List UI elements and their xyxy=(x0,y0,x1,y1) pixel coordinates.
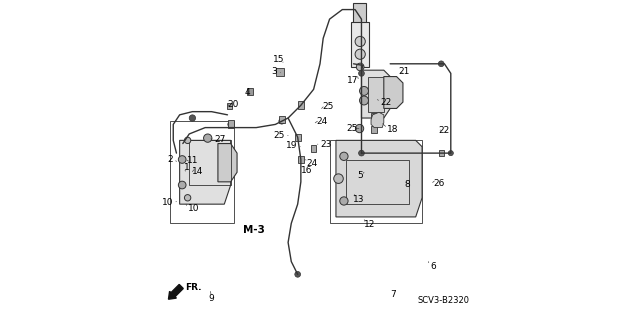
Circle shape xyxy=(295,271,301,277)
Text: 10: 10 xyxy=(188,204,199,213)
Circle shape xyxy=(356,63,364,71)
Circle shape xyxy=(360,96,369,105)
Text: 19: 19 xyxy=(285,141,297,150)
Text: 24: 24 xyxy=(307,159,318,168)
Text: 15: 15 xyxy=(273,56,284,64)
Text: 13: 13 xyxy=(353,195,364,204)
Circle shape xyxy=(355,49,365,59)
Text: 26: 26 xyxy=(433,179,445,188)
Text: 5: 5 xyxy=(357,171,363,180)
Circle shape xyxy=(333,174,343,183)
Text: 25: 25 xyxy=(346,124,358,133)
Bar xyxy=(311,145,317,152)
Text: 21: 21 xyxy=(398,67,410,76)
Bar xyxy=(346,160,410,204)
Polygon shape xyxy=(351,22,369,67)
Circle shape xyxy=(179,181,186,189)
Text: 25: 25 xyxy=(323,102,334,111)
Text: 1: 1 xyxy=(184,163,190,172)
Circle shape xyxy=(204,134,212,142)
Bar xyxy=(279,116,285,123)
Text: 6: 6 xyxy=(430,262,436,271)
Text: 7: 7 xyxy=(390,290,396,299)
Bar xyxy=(295,134,301,141)
Polygon shape xyxy=(368,77,384,112)
Polygon shape xyxy=(353,3,366,26)
Circle shape xyxy=(355,124,364,133)
Bar xyxy=(330,140,422,223)
Bar xyxy=(189,140,230,185)
Circle shape xyxy=(358,150,364,156)
Text: 22: 22 xyxy=(380,98,391,107)
Circle shape xyxy=(358,70,364,76)
Text: 12: 12 xyxy=(364,220,376,229)
Circle shape xyxy=(360,86,369,95)
Text: M-3: M-3 xyxy=(243,225,265,235)
Circle shape xyxy=(184,195,191,201)
Bar xyxy=(298,156,304,163)
Polygon shape xyxy=(180,140,230,204)
Text: 24: 24 xyxy=(317,117,328,126)
Text: 16: 16 xyxy=(301,166,312,175)
Bar xyxy=(228,120,234,128)
Circle shape xyxy=(448,151,453,156)
Text: 17: 17 xyxy=(347,76,358,85)
Text: 23: 23 xyxy=(320,140,332,149)
Bar xyxy=(371,126,377,133)
Text: 10: 10 xyxy=(162,198,173,207)
Bar xyxy=(276,68,284,76)
Polygon shape xyxy=(362,70,390,118)
Text: 20: 20 xyxy=(227,100,239,109)
FancyArrow shape xyxy=(168,285,183,299)
Polygon shape xyxy=(218,144,237,182)
Bar xyxy=(170,121,234,223)
Polygon shape xyxy=(336,140,422,217)
Circle shape xyxy=(355,36,365,47)
Circle shape xyxy=(438,61,444,67)
Circle shape xyxy=(189,115,196,121)
Text: 22: 22 xyxy=(438,126,449,135)
Text: FR.: FR. xyxy=(186,283,202,292)
Bar xyxy=(298,101,304,109)
Text: SCV3-B2320: SCV3-B2320 xyxy=(418,296,470,305)
Circle shape xyxy=(184,137,191,144)
Text: 14: 14 xyxy=(192,167,203,176)
Polygon shape xyxy=(371,112,384,128)
Text: 25: 25 xyxy=(273,131,284,140)
Circle shape xyxy=(228,122,234,127)
Text: 3: 3 xyxy=(271,67,277,76)
Text: 11: 11 xyxy=(187,156,198,165)
Circle shape xyxy=(179,156,186,163)
Bar xyxy=(247,88,253,95)
Polygon shape xyxy=(384,77,403,108)
Text: 2: 2 xyxy=(168,155,173,164)
Circle shape xyxy=(340,152,348,160)
Bar xyxy=(371,113,377,120)
Text: 18: 18 xyxy=(387,125,399,134)
Bar xyxy=(227,103,232,109)
Text: 27: 27 xyxy=(214,135,225,144)
Text: 8: 8 xyxy=(404,180,410,189)
Bar xyxy=(438,150,444,156)
Circle shape xyxy=(279,118,285,124)
Circle shape xyxy=(340,197,348,205)
Text: 4: 4 xyxy=(245,88,251,97)
Text: 9: 9 xyxy=(209,294,214,303)
